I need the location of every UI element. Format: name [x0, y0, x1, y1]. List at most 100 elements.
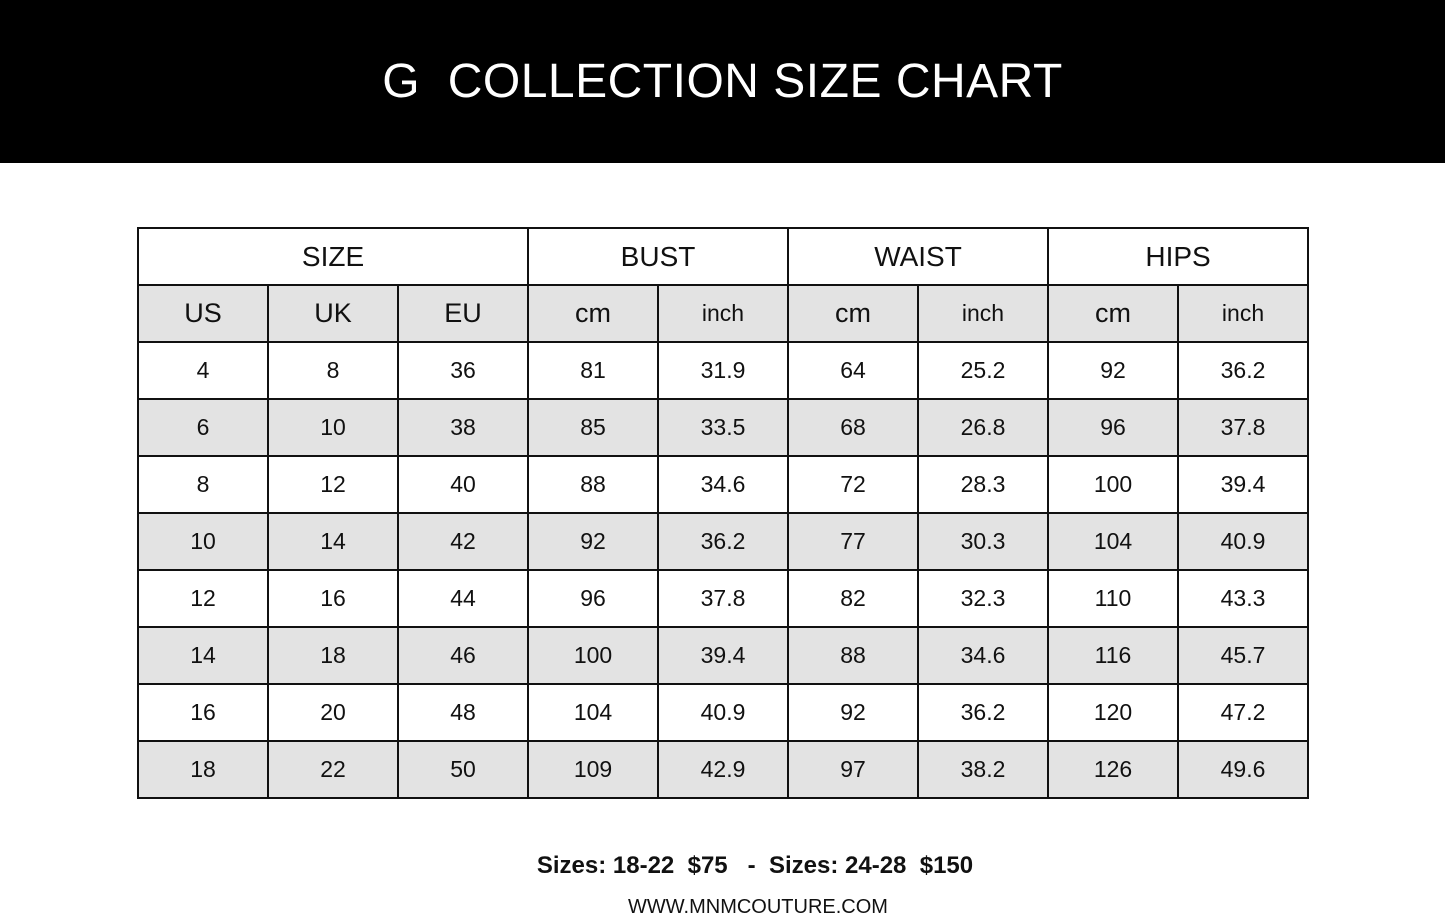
table-cell: 44 — [396, 569, 530, 628]
table-cell: 64 — [787, 341, 920, 400]
table-cell: 12 — [267, 455, 399, 514]
table-cell: 109 — [527, 740, 660, 799]
table-cell: 31.9 — [657, 341, 790, 400]
table-cell: 16 — [137, 683, 269, 742]
table-cell: 100 — [1047, 455, 1180, 514]
table-cell: 18 — [137, 740, 269, 799]
subheader-row: US UK EU cm inch cm inch cm inch — [137, 284, 1310, 343]
group-header-row: SIZE BUST WAIST HIPS — [136, 227, 1310, 286]
table-cell: 68 — [787, 398, 920, 457]
table-cell: 42.9 — [657, 740, 790, 799]
table-cell: 46 — [396, 626, 530, 685]
group-size: SIZE — [136, 227, 530, 286]
table-cell: 37.8 — [1177, 398, 1310, 457]
table-cell: 43.3 — [1177, 569, 1310, 628]
table-cell: 38 — [396, 398, 530, 457]
title-banner: G COLLECTION SIZE CHART — [0, 0, 1445, 163]
table-cell: 37.8 — [657, 569, 790, 628]
table-cell: 88 — [787, 626, 920, 685]
table-cell: 6 — [137, 398, 269, 457]
table-cell: 40 — [396, 455, 530, 514]
table-row: 4 8 36 81 31.9 64 25.2 92 36.2 — [137, 341, 1310, 400]
table-cell: 96 — [1047, 398, 1180, 457]
table-cell: 97 — [787, 740, 920, 799]
table-cell: 47.2 — [1177, 683, 1310, 742]
table-row: 14 18 46 100 39.4 88 34.6 116 45.7 — [137, 626, 1310, 685]
table-cell: 85 — [527, 398, 660, 457]
table-cell: 34.6 — [657, 455, 790, 514]
subheader-cell: US — [137, 284, 269, 343]
table-cell: 81 — [527, 341, 660, 400]
table-cell: 8 — [267, 341, 399, 400]
table-cell: 32.3 — [917, 569, 1050, 628]
table-cell: 38.2 — [917, 740, 1050, 799]
table-cell: 104 — [1047, 512, 1180, 571]
table-row: 16 20 48 104 40.9 92 36.2 120 47.2 — [137, 683, 1310, 742]
table-cell: 77 — [787, 512, 920, 571]
page-title: G COLLECTION SIZE CHART — [382, 55, 1063, 108]
table-cell: 14 — [267, 512, 399, 571]
subheader-cell: inch — [657, 284, 790, 343]
subheader-cell: UK — [267, 284, 399, 343]
table-cell: 36.2 — [917, 683, 1050, 742]
table-cell: 36.2 — [1177, 341, 1310, 400]
size-chart-table: SIZE BUST WAIST HIPS US UK EU cm inch cm inch c… — [136, 227, 1310, 799]
table-cell: 39.4 — [657, 626, 790, 685]
subheader-cell: cm — [787, 284, 920, 343]
table-cell: 4 — [137, 341, 269, 400]
table-cell: 120 — [1047, 683, 1180, 742]
subheader-cell: inch — [917, 284, 1050, 343]
table-row: 10 14 42 92 36.2 77 30.3 104 40.9 — [137, 512, 1310, 571]
table-cell: 25.2 — [917, 341, 1050, 400]
table-cell: 48 — [396, 683, 530, 742]
table-cell: 20 — [267, 683, 399, 742]
table-cell: 14 — [137, 626, 269, 685]
subheader-cell: inch — [1177, 284, 1310, 343]
table-cell: 39.4 — [1177, 455, 1310, 514]
table-row: 18 22 50 109 42.9 97 38.2 126 49.6 — [137, 740, 1310, 799]
table-cell: 92 — [527, 512, 660, 571]
group-bust: BUST — [527, 227, 790, 286]
table-cell: 22 — [267, 740, 399, 799]
table-row: 6 10 38 85 33.5 68 26.8 96 37.8 — [137, 398, 1310, 457]
table-cell: 16 — [267, 569, 399, 628]
table-cell: 8 — [137, 455, 269, 514]
table-cell: 104 — [527, 683, 660, 742]
table-row: 8 12 40 88 34.6 72 28.3 100 39.4 — [137, 455, 1310, 514]
table-cell: 50 — [396, 740, 530, 799]
table-cell: 116 — [1047, 626, 1180, 685]
table-cell: 28.3 — [917, 455, 1050, 514]
table-row: 12 16 44 96 37.8 82 32.3 110 43.3 — [137, 569, 1310, 628]
table-cell: 49.6 — [1177, 740, 1310, 799]
pricing-note: Sizes: 18-22 $75 - Sizes: 24-28 $150 — [536, 852, 974, 879]
table-cell: 110 — [1047, 569, 1180, 628]
table-cell: 42 — [396, 512, 530, 571]
table-cell: 40.9 — [1177, 512, 1310, 571]
group-waist: WAIST — [787, 227, 1050, 286]
table-cell: 10 — [267, 398, 399, 457]
table-cell: 92 — [1047, 341, 1180, 400]
table-cell: 26.8 — [917, 398, 1050, 457]
table-cell: 18 — [267, 626, 399, 685]
table-cell: 72 — [787, 455, 920, 514]
table-cell: 36 — [396, 341, 530, 400]
subheader-cell: cm — [1047, 284, 1180, 343]
table-cell: 40.9 — [657, 683, 790, 742]
table-cell: 126 — [1047, 740, 1180, 799]
table-cell: 30.3 — [917, 512, 1050, 571]
subheader-cell: cm — [527, 284, 660, 343]
table-cell: 34.6 — [917, 626, 1050, 685]
table-cell: 45.7 — [1177, 626, 1310, 685]
table-cell: 96 — [527, 569, 660, 628]
table-cell: 88 — [527, 455, 660, 514]
table-cell: 12 — [137, 569, 269, 628]
table-cell: 10 — [137, 512, 269, 571]
table-cell: 36.2 — [657, 512, 790, 571]
table-cell: 33.5 — [657, 398, 790, 457]
website-url: WWW.MNMCOUTURE.COM — [628, 896, 888, 918]
subheader-cell: EU — [396, 284, 530, 343]
table-cell: 82 — [787, 569, 920, 628]
table-cell: 92 — [787, 683, 920, 742]
table-cell: 100 — [527, 626, 660, 685]
group-hips: HIPS — [1047, 227, 1310, 286]
